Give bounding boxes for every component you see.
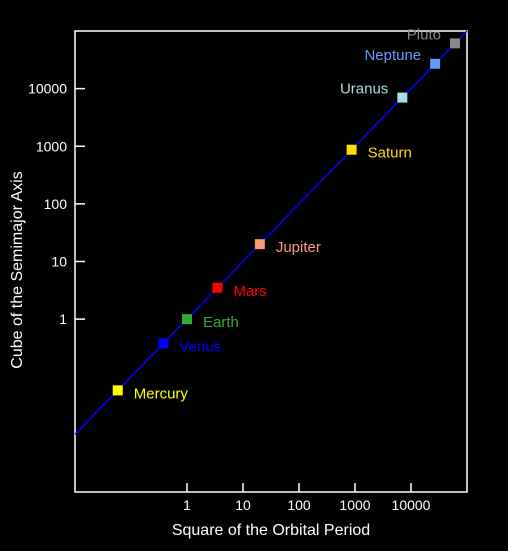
- x-axis-label: Square of the Orbital Period: [172, 522, 370, 539]
- point-uranus: [397, 92, 408, 103]
- point-label-neptune: Neptune: [364, 47, 421, 64]
- point-label-saturn: Saturn: [368, 145, 412, 162]
- x-tick-label: 100: [287, 497, 311, 513]
- point-mars: [212, 282, 223, 293]
- y-tick-label: 1: [59, 311, 67, 327]
- x-tick-label: 10000: [392, 497, 431, 513]
- point-earth: [182, 314, 192, 325]
- point-label-earth: Earth: [203, 314, 239, 331]
- point-label-venus: Venus: [179, 338, 221, 355]
- point-jupiter: [254, 239, 265, 250]
- point-label-mercury: Mercury: [134, 385, 189, 402]
- point-saturn: [346, 144, 357, 155]
- y-tick-label: 10: [51, 254, 67, 270]
- point-pluto: [449, 38, 460, 49]
- y-axis-label: Cube of the Semimajor Axis: [9, 171, 26, 368]
- x-tick-label: 10: [235, 497, 251, 513]
- y-tick-label: 100: [44, 196, 68, 212]
- point-label-mars: Mars: [233, 283, 266, 300]
- x-tick-label: 1000: [339, 497, 370, 513]
- point-label-pluto: Pluto: [407, 26, 441, 43]
- fit-line: [74, 30, 468, 435]
- y-tick-label: 1000: [36, 138, 67, 154]
- y-tick-label: 10000: [28, 81, 67, 97]
- point-label-uranus: Uranus: [340, 81, 388, 98]
- point-label-jupiter: Jupiter: [276, 239, 321, 256]
- point-venus: [158, 338, 169, 349]
- x-tick-label: 1: [183, 497, 191, 513]
- point-mercury: [112, 385, 123, 396]
- point-neptune: [430, 58, 441, 69]
- plot-frame: [74, 30, 468, 493]
